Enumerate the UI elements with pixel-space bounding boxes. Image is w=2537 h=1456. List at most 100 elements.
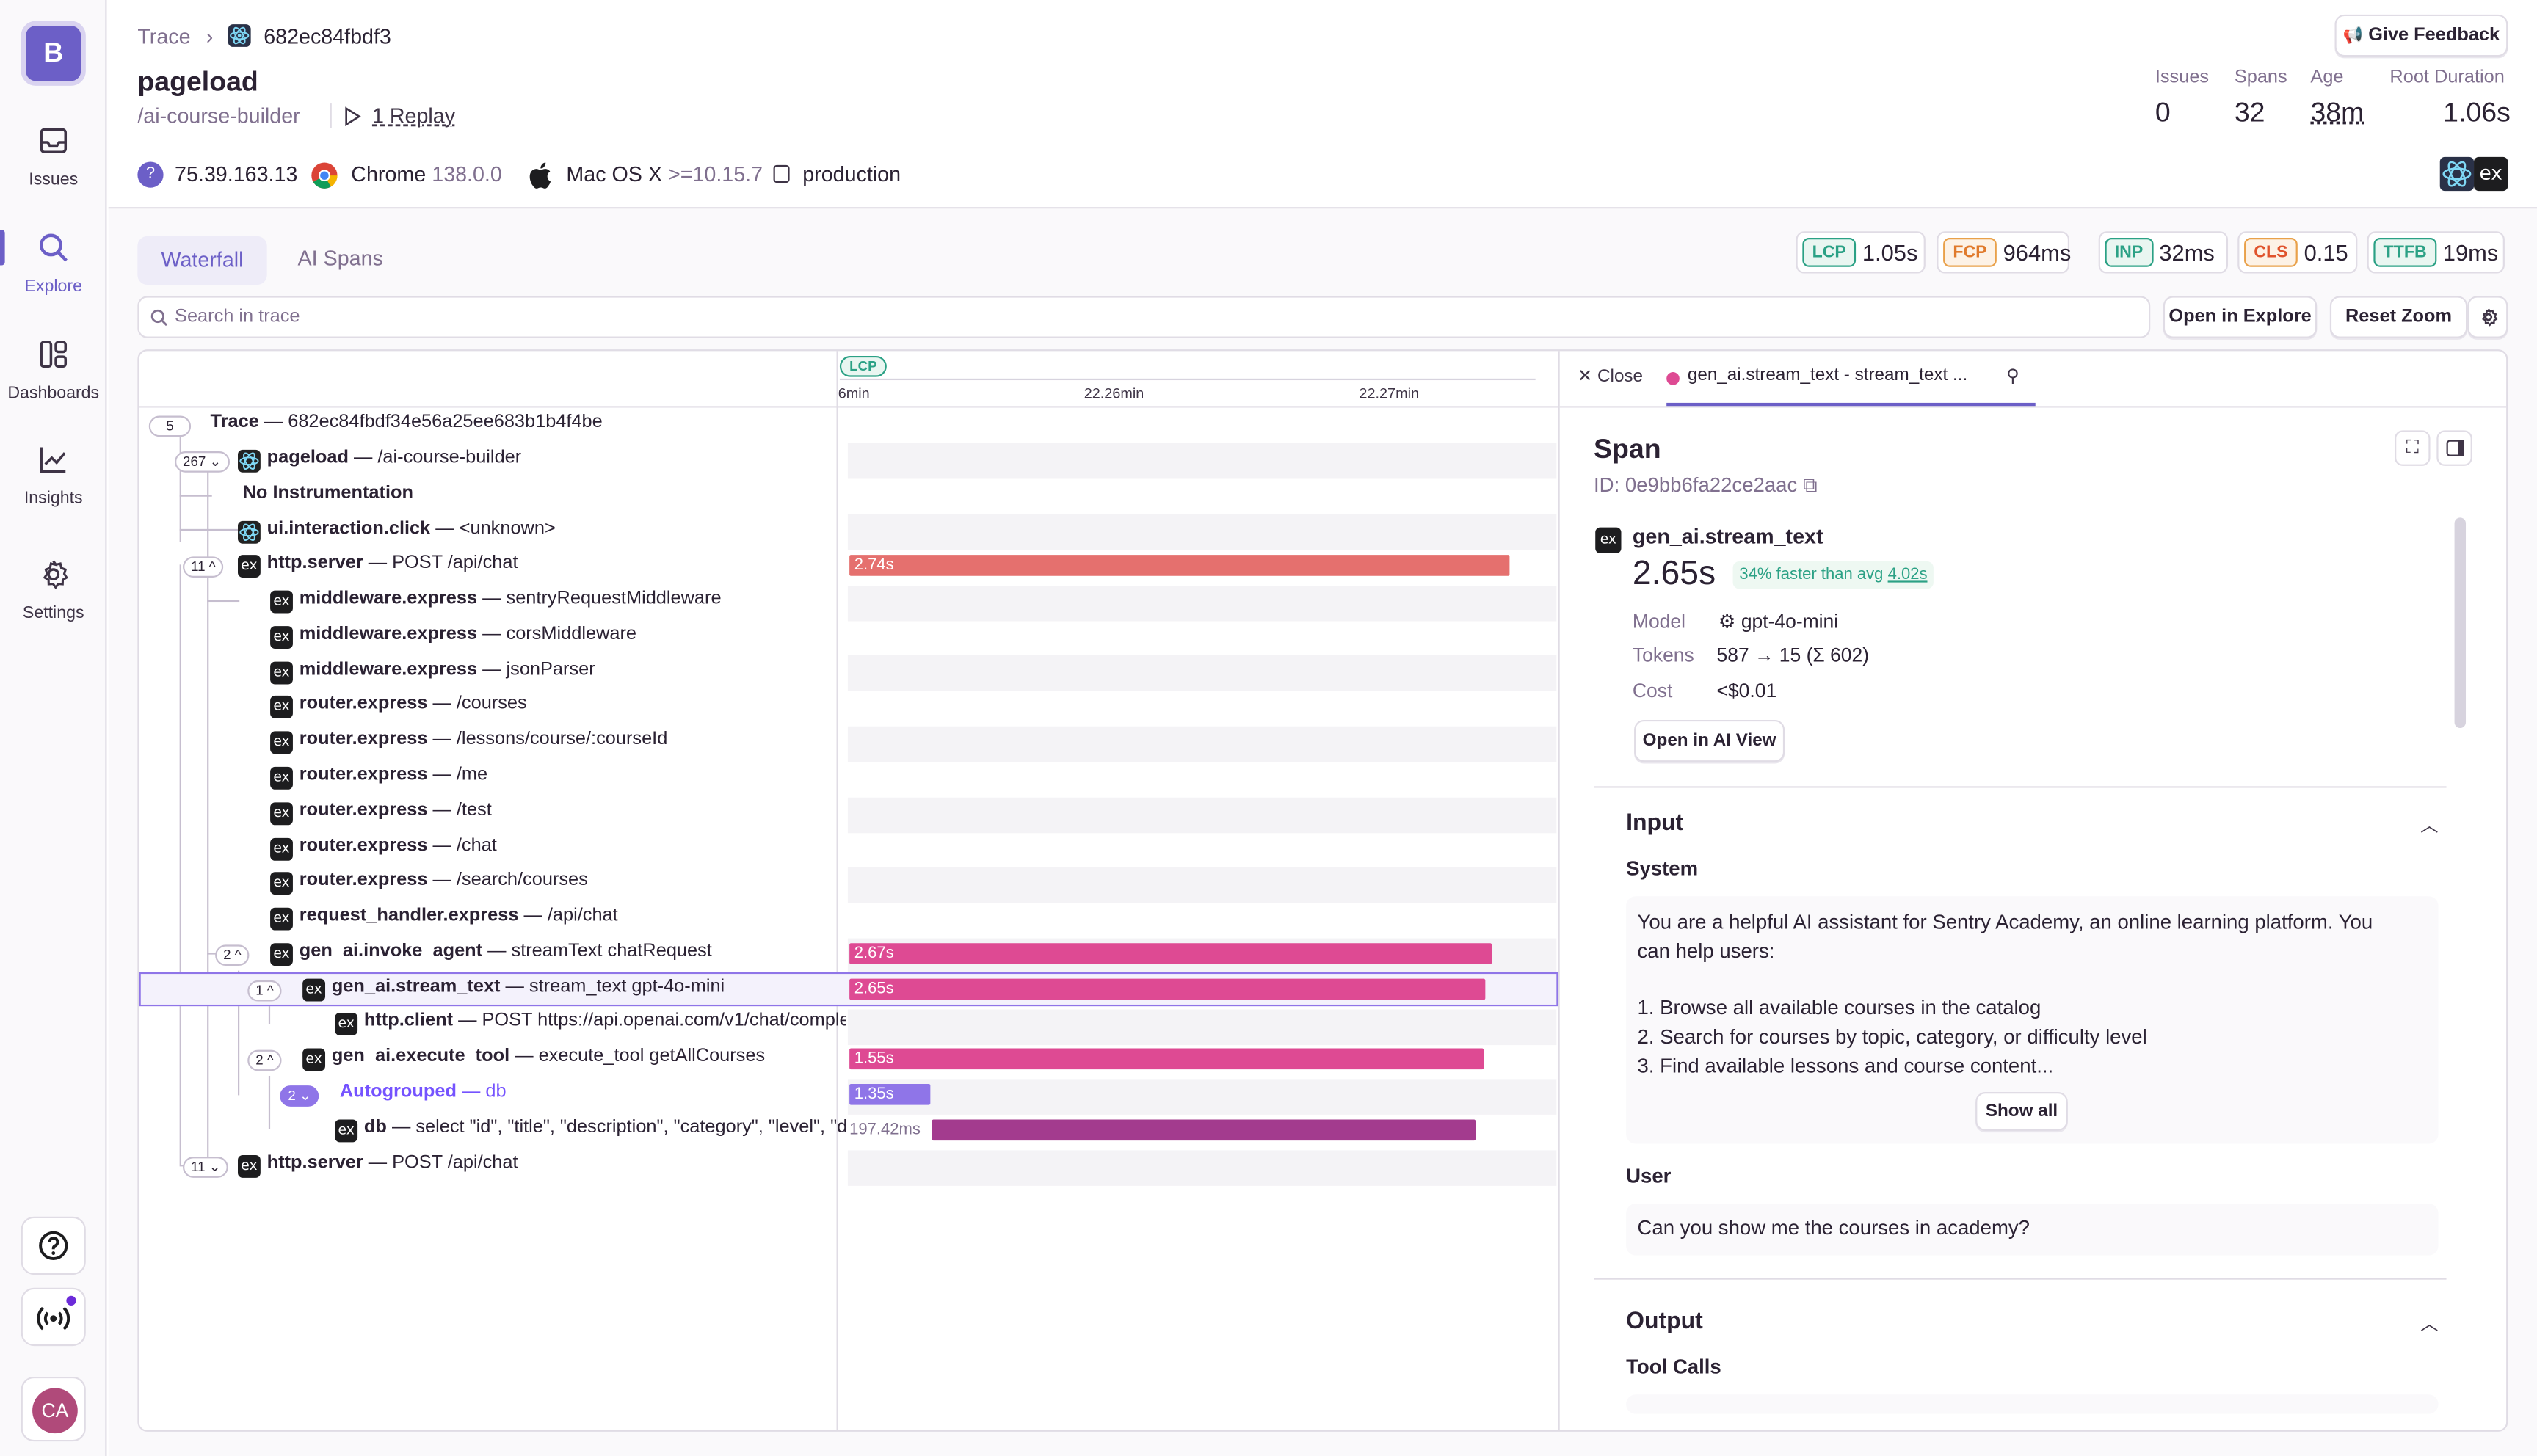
trace-settings-button[interactable]	[2467, 296, 2508, 338]
span-duration-bar[interactable]	[932, 1119, 1476, 1141]
open-in-ai-view-button[interactable]: Open in AI View	[1634, 719, 1785, 762]
span-duration-bar[interactable]: 2.67s	[849, 943, 1492, 964]
panel-divider[interactable]	[1558, 351, 1560, 1430]
sidebar-toggle-button[interactable]	[2436, 430, 2472, 466]
span-row[interactable]: ex db — select "id", "title", "descripti…	[139, 1113, 1558, 1149]
badge-count: 11	[191, 558, 206, 575]
child-count-badge[interactable]: 2 ^	[247, 1049, 282, 1071]
nav-explore[interactable]: Explore	[0, 231, 106, 296]
column-divider[interactable]	[836, 351, 838, 1430]
vital-inp[interactable]: INP 32ms	[2098, 231, 2229, 274]
span-row[interactable]: ex router.express — /test	[139, 796, 1558, 831]
span-row[interactable]: ui.interaction.click — <unknown>	[139, 514, 1558, 550]
nav-dashboards[interactable]: Dashboards	[0, 338, 106, 403]
pin-icon[interactable]: ⚲	[2006, 367, 2019, 387]
span-row-selected[interactable]: 1 ^ ex gen_ai.stream_text — stream_text …	[139, 972, 1558, 1008]
child-count-badge[interactable]: 2 ⌄	[280, 1085, 319, 1107]
nav-issues[interactable]: Issues	[0, 125, 106, 189]
user-avatar[interactable]: CA	[21, 1376, 86, 1442]
stat-age-value[interactable]: 38m	[2310, 97, 2364, 128]
span-row[interactable]: ex router.express — /lessons/course/:cour…	[139, 725, 1558, 760]
stat-issues-value[interactable]: 0	[2155, 97, 2171, 128]
replay-link[interactable]: 1 Replay	[371, 103, 456, 128]
span-row[interactable]: ex middleware.express — corsMiddleware	[139, 619, 1558, 655]
browser-version: 138.0.0	[432, 161, 502, 186]
vital-lcp[interactable]: LCP 1.05s	[1796, 231, 1926, 274]
vital-cls[interactable]: CLS 0.15	[2237, 231, 2358, 274]
give-feedback-button[interactable]: 📢 Give Feedback	[2334, 14, 2508, 57]
nav-insights[interactable]: Insights	[0, 443, 106, 508]
span-duration-bar[interactable]: 2.74s	[849, 555, 1510, 576]
gear-icon	[2482, 308, 2498, 327]
badge-count: 2	[223, 946, 231, 963]
span-row[interactable]: 11 ^ ex http.server — POST /api/chat 2.7…	[139, 548, 1558, 583]
lcp-marker[interactable]: LCP	[839, 355, 887, 377]
close-detail-button[interactable]: ✕ Close	[1577, 365, 1644, 387]
span-row[interactable]: No Instrumentation	[139, 479, 1558, 514]
span-row[interactable]: ex router.express — /me	[139, 760, 1558, 796]
stat-spans-value: 32	[2234, 97, 2265, 128]
chevron-up-icon[interactable]: ︿	[2420, 817, 2439, 837]
tab-waterfall[interactable]: Waterfall	[137, 236, 267, 285]
span-row[interactable]: 2 ^ ex gen_ai.execute_tool — execute_too…	[139, 1042, 1558, 1077]
span-row[interactable]: 11 ⌄ ex http.server — POST /api/chat	[139, 1149, 1558, 1184]
nav-insights-label: Insights	[23, 488, 83, 509]
fullscreen-button[interactable]: ⛶	[2395, 430, 2431, 466]
vital-fcp[interactable]: FCP 964ms	[1937, 231, 2071, 274]
output-section-title[interactable]: Output	[1626, 1308, 1703, 1335]
span-row[interactable]: ex middleware.express — sentryRequestMidd…	[139, 584, 1558, 619]
close-label: Close	[1597, 367, 1644, 387]
row-label: router.express — /lessons/course/:course…	[299, 729, 668, 749]
child-count-badge[interactable]: 267 ⌄	[175, 451, 230, 473]
breadcrumb-trace[interactable]: Trace	[137, 24, 191, 49]
row-label: router.express — /chat	[299, 836, 497, 856]
span-duration-bar[interactable]: 1.35s	[849, 1083, 931, 1105]
reset-zoom-button[interactable]: Reset Zoom	[2329, 296, 2468, 338]
dashboards-icon	[40, 341, 68, 368]
input-section-title[interactable]: Input	[1626, 810, 1684, 837]
chevron-up-icon[interactable]: ︿	[2420, 1315, 2439, 1335]
help-button[interactable]	[21, 1216, 86, 1275]
row-desc: /ai-course-builder	[377, 448, 522, 468]
row-label: router.express — /search/courses	[299, 870, 588, 890]
close-icon: ✕	[1577, 367, 1593, 387]
span-row[interactable]: 267 ⌄ pageload — /ai-course-builder	[139, 443, 1558, 478]
unread-dot	[66, 1295, 76, 1306]
open-in-explore-button[interactable]: Open in Explore	[2163, 296, 2318, 338]
span-duration-bar[interactable]: 2.65s	[849, 978, 1486, 1000]
span-row[interactable]: ex router.express — /courses	[139, 689, 1558, 724]
span-row[interactable]: 2 ^ ex gen_ai.invoke_agent — streamText …	[139, 936, 1558, 972]
child-count-badge[interactable]: 5	[148, 415, 192, 437]
tab-ai-spans[interactable]: AI Spans	[297, 246, 383, 271]
row-op: middleware.express	[299, 589, 478, 608]
row-op: gen_ai.execute_tool	[331, 1046, 510, 1066]
span-row[interactable]: ex request_handler.express — /api/chat	[139, 901, 1558, 936]
show-all-button[interactable]: Show all	[1975, 1091, 2068, 1131]
span-row[interactable]: ex http.client — POST https://api.openai…	[139, 1006, 1558, 1041]
vital-ttfb[interactable]: TTFB 19ms	[2367, 231, 2505, 274]
child-count-badge[interactable]: 1 ^	[247, 980, 282, 1002]
detail-scrollbar[interactable]	[2454, 517, 2467, 728]
child-count-badge[interactable]: 11 ^	[183, 556, 224, 578]
autogroup-row[interactable]: 2 ⌄ Autogrouped — db 1.35s	[139, 1077, 1558, 1113]
express-icon: ex	[237, 555, 261, 578]
broadcasts-button[interactable]	[21, 1287, 86, 1347]
span-row[interactable]: ex router.express — /chat	[139, 831, 1558, 867]
span-row[interactable]: ex middleware.express — jsonParser	[139, 655, 1558, 691]
child-count-badge[interactable]: 2 ^	[215, 944, 250, 967]
copy-icon[interactable]: ⧉	[1802, 473, 1818, 497]
nav-settings-label: Settings	[22, 603, 84, 623]
detail-tab[interactable]: gen_ai.stream_text - stream_text ... ⚲	[1666, 365, 2036, 407]
nav-settings[interactable]: Settings	[0, 558, 106, 623]
org-avatar[interactable]: B	[21, 21, 86, 86]
detail-heading: Span	[1594, 433, 1661, 465]
trace-row[interactable]: 5 Trace — 682ec84fbdf34e56a25ee683b1b4f4…	[139, 408, 1558, 443]
insights-icon	[40, 447, 66, 473]
span-duration-bar[interactable]: 1.55s	[849, 1048, 1484, 1070]
row-desc: /courses	[456, 694, 527, 714]
search-input[interactable]: Search in trace	[137, 296, 2151, 338]
row-desc: POST /api/chat	[392, 1153, 518, 1173]
span-row[interactable]: ex router.express — /search/courses	[139, 865, 1558, 900]
child-count-badge[interactable]: 11 ⌄	[183, 1157, 229, 1178]
user-message-box: Can you show me the courses in academy?	[1626, 1204, 2439, 1256]
